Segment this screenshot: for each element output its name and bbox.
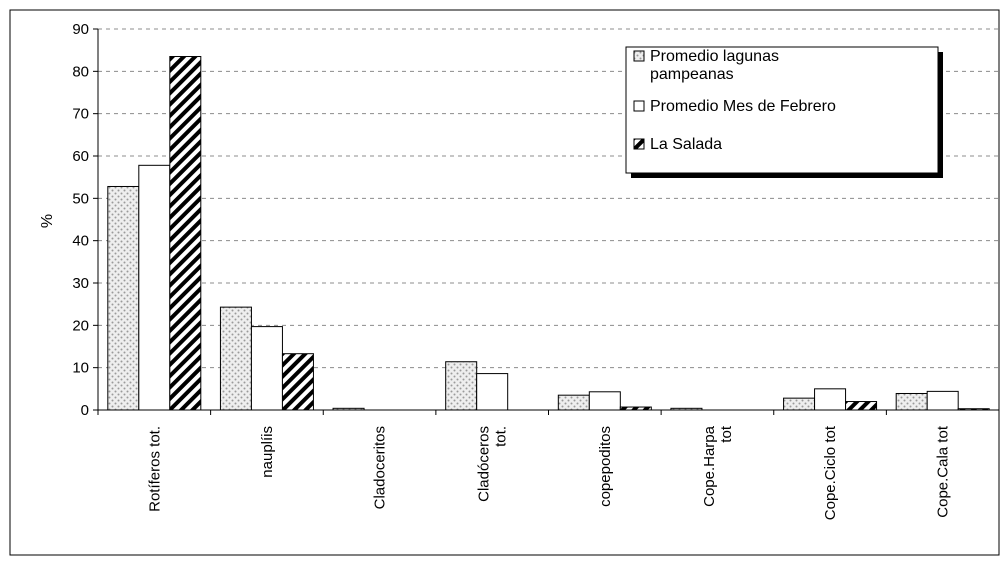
legend-entry: pampeanas [650, 66, 734, 83]
y-tick-label: 30 [72, 275, 89, 292]
legend-entry: La Salada [650, 136, 722, 153]
bar [219, 306, 252, 411]
legend-entry: Promedio Mes de Febrero [650, 98, 836, 115]
bar [138, 164, 171, 411]
bar [476, 373, 509, 411]
bar [281, 353, 314, 411]
bar [845, 401, 878, 411]
y-tick-label: 70 [72, 106, 89, 123]
bar [445, 361, 478, 411]
bar [250, 326, 283, 411]
x-tick-label: tot [718, 425, 735, 443]
bar [895, 392, 928, 411]
y-tick-label: 50 [72, 190, 89, 207]
x-tick-label: tot. [493, 426, 510, 447]
x-tick-label: Cope.Cala tot [935, 425, 952, 518]
x-tick-label: copepoditos [597, 426, 614, 507]
bar [169, 56, 202, 411]
legend-entry: Promedio lagunas [650, 48, 779, 65]
legend-box [625, 46, 939, 174]
bar [814, 388, 847, 411]
y-tick-label: 0 [81, 402, 89, 419]
x-tick-label: Cladóceros [476, 426, 493, 502]
bar [557, 394, 590, 411]
y-tick-label: 80 [72, 63, 89, 80]
y-tick-label: 60 [72, 148, 89, 165]
bar [783, 397, 816, 411]
bar [107, 185, 140, 411]
x-tick-label: nauplíis [259, 426, 276, 478]
x-tick-label: Cope.Harpa [701, 425, 718, 507]
bar [926, 390, 959, 411]
legend-swatch [633, 138, 645, 150]
y-tick-label: 10 [72, 360, 89, 377]
y-tick-label: 20 [72, 317, 89, 334]
y-tick-label: 40 [72, 233, 89, 250]
legend-swatch [633, 50, 645, 62]
x-tick-label: Cope.Ciclo tot [822, 425, 839, 520]
legend-swatch [633, 100, 645, 112]
y-axis-label: % [39, 214, 56, 228]
bar [588, 391, 621, 411]
x-tick-label: Cladoceritos [372, 426, 389, 509]
y-tick-label: 90 [72, 21, 89, 38]
x-tick-label: Rotíferos tot. [146, 426, 163, 512]
